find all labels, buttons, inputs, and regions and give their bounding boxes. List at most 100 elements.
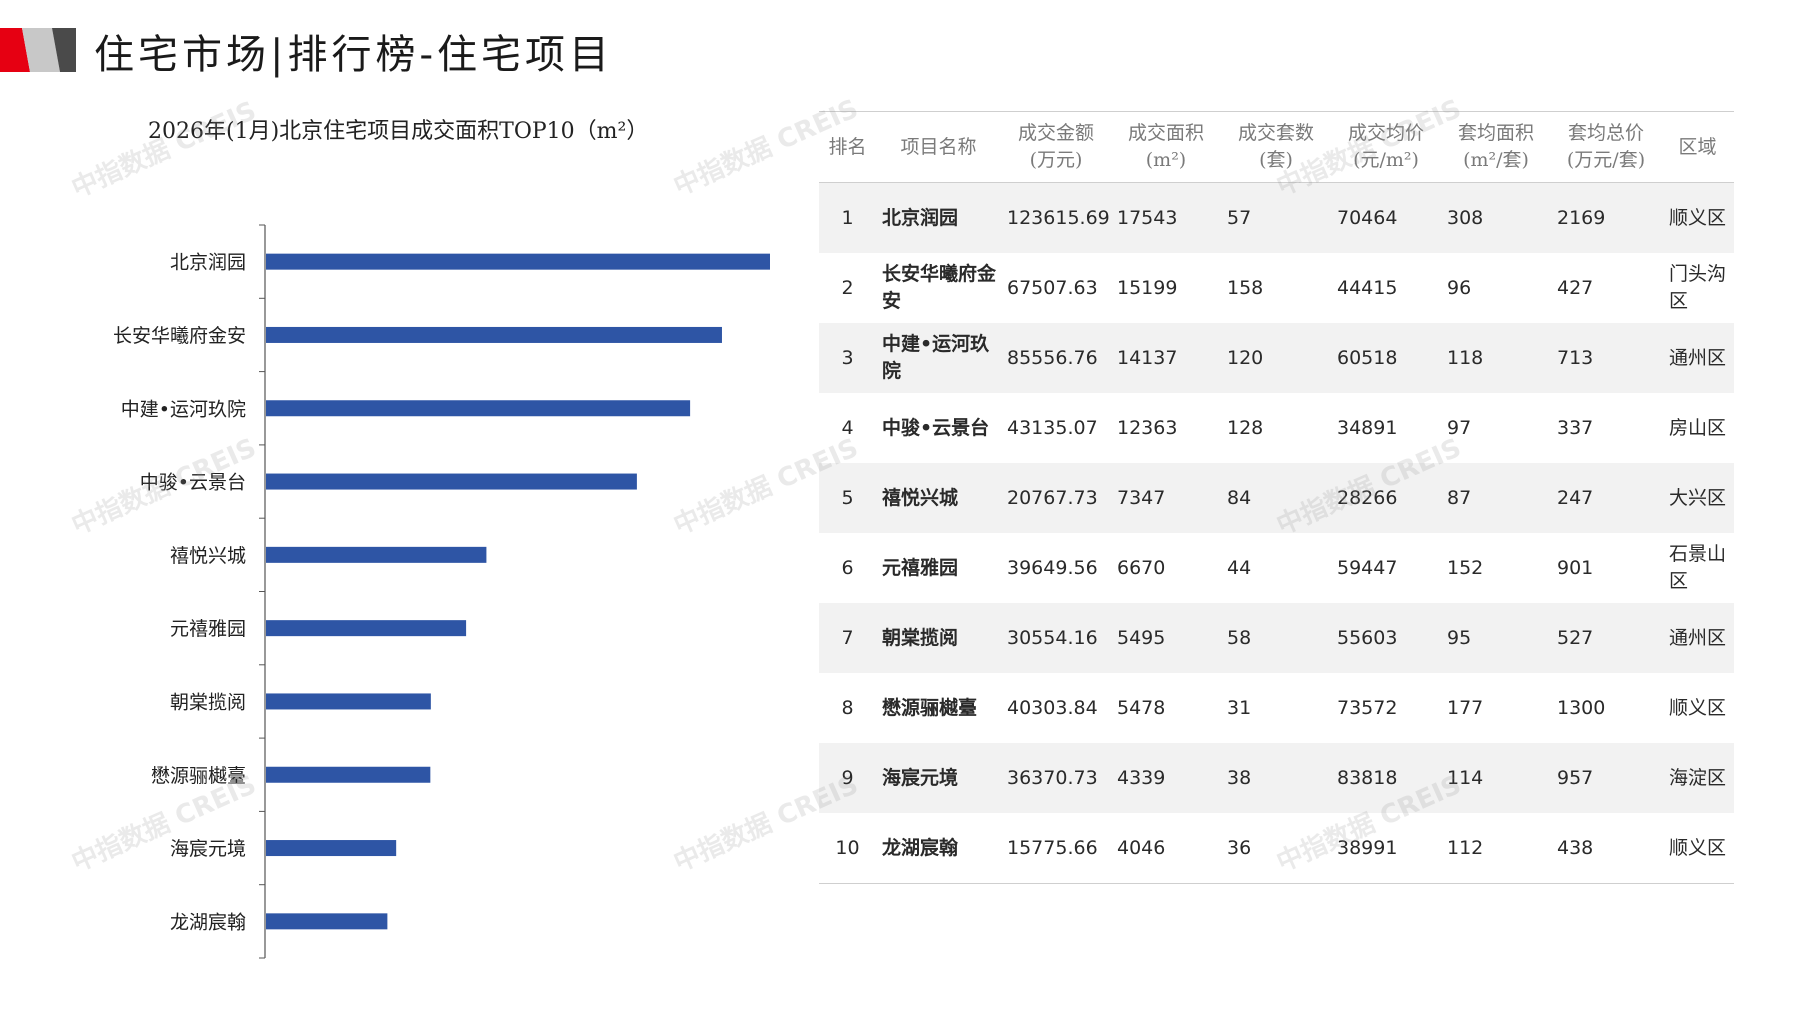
table-header-row: 排名 项目名称 成交金额 (万元) 成交面积 (m²) 成交套数 (套) 成交均价 (元/m²) 套…	[819, 111, 1734, 183]
column-header: 成交套数 (套)	[1221, 111, 1331, 183]
rank-cell: 8	[841, 696, 854, 719]
units-cell: 128	[1227, 416, 1264, 439]
amount-cell: 39649.56	[1007, 556, 1098, 579]
bar-10	[266, 913, 388, 930]
area-cell: 12363	[1117, 416, 1178, 439]
column-header: 套均总价 (万元/套)	[1551, 111, 1661, 183]
area-cell: 15199	[1117, 276, 1178, 299]
avg-total-cell: 957	[1551, 743, 1661, 813]
chart-title: 2026年(1月)北京住宅项目成交面积TOP10（m²）	[148, 119, 649, 144]
bar-7	[266, 693, 431, 710]
table-row: 8 懋源骊樾臺 40303.84 5478 31 73572 177 1300 顺义区	[819, 673, 1734, 743]
avg-price-cell: 73572	[1337, 696, 1398, 719]
table-row: 1 北京润园 123615.69 17543 57 70464 308 2169 顺义区	[819, 182, 1734, 253]
area-cell: 5495	[1111, 603, 1221, 673]
project-name-cell: 朝棠揽阅	[876, 603, 1001, 673]
amount-cell: 85556.76	[1001, 323, 1111, 393]
category-label: 长安华曦府金安	[113, 325, 246, 347]
rank-cell: 3	[819, 323, 876, 393]
avg-price-cell: 59447	[1337, 556, 1398, 579]
bar-9	[266, 840, 397, 857]
category-label: 中建•运河玖院	[121, 398, 246, 420]
avg-total-cell: 1300	[1557, 696, 1606, 719]
avg-total-cell: 527	[1551, 603, 1661, 673]
column-header: 成交金额 (万元)	[1001, 111, 1111, 183]
area-cell: 7347	[1111, 463, 1221, 533]
amount-cell: 36370.73	[1001, 743, 1111, 813]
project-name-cell: 中骏•云景台	[882, 416, 990, 439]
rank-cell: 7	[819, 603, 876, 673]
amount-cell: 123615.69	[1001, 182, 1111, 253]
column-header: 排名	[819, 111, 876, 183]
project-name-cell: 元禧雅园	[882, 556, 959, 579]
avg-area-cell: 177	[1447, 696, 1484, 719]
units-cell: 120	[1221, 323, 1331, 393]
column-header: 区域	[1661, 111, 1734, 183]
category-label: 禧悦兴城	[170, 545, 246, 567]
bar-1	[266, 253, 770, 270]
amount-cell: 30554.16	[1001, 603, 1111, 673]
avg-area-cell: 87	[1441, 463, 1551, 533]
area-cell: 4339	[1111, 743, 1221, 813]
avg-price-cell: 70464	[1331, 182, 1441, 253]
rank-cell: 2	[841, 276, 854, 299]
avg-total-cell: 337	[1557, 416, 1594, 439]
avg-price-cell: 28266	[1331, 463, 1441, 533]
amount-cell: 15775.66	[1001, 813, 1111, 884]
project-name-cell: 懋源骊樾臺	[882, 696, 978, 719]
amount-cell: 67507.63	[1007, 276, 1098, 299]
avg-total-cell: 901	[1557, 556, 1594, 579]
area-cell: 5478	[1117, 696, 1166, 719]
district-cell: 房山区	[1669, 416, 1727, 439]
units-cell: 57	[1221, 182, 1331, 253]
avg-area-cell: 118	[1441, 323, 1551, 393]
units-cell: 158	[1227, 276, 1264, 299]
units-cell: 84	[1221, 463, 1331, 533]
area-cell: 17543	[1111, 182, 1221, 253]
table-body: 1 北京润园 123615.69 17543 57 70464 308 2169 顺义区 2 长安华…	[819, 182, 1734, 884]
amount-cell: 43135.07	[1007, 416, 1098, 439]
bar-3	[266, 400, 691, 417]
category-label: 北京润园	[170, 252, 246, 274]
units-cell: 44	[1227, 556, 1252, 579]
area-cell: 4046	[1111, 813, 1221, 884]
bar-6	[266, 620, 467, 637]
avg-price-cell: 44415	[1337, 276, 1398, 299]
avg-total-cell: 438	[1551, 813, 1661, 884]
title-decoration-icon	[0, 28, 76, 72]
district-cell: 顺义区	[1669, 696, 1727, 719]
area-cell: 6670	[1117, 556, 1166, 579]
column-header: 套均面积 (m²/套)	[1441, 111, 1551, 183]
table-row: 6 元禧雅园 39649.56 6670 44 59447 152 901 石景山区	[819, 533, 1734, 603]
avg-price-cell: 34891	[1337, 416, 1398, 439]
area-cell: 14137	[1111, 323, 1221, 393]
avg-area-cell: 114	[1441, 743, 1551, 813]
table-row: 4 中骏•云景台 43135.07 12363 128 34891 97 337 房山区	[819, 393, 1734, 463]
avg-area-cell: 96	[1447, 276, 1472, 299]
rank-cell: 1	[819, 182, 876, 253]
ranking-table: 排名 项目名称 成交金额 (万元) 成交面积 (m²) 成交套数 (套) 成交均价 (元/m²) 套…	[819, 111, 1734, 884]
rank-cell: 4	[841, 416, 854, 439]
project-name-cell: 北京润园	[876, 182, 1001, 253]
avg-area-cell: 95	[1441, 603, 1551, 673]
units-cell: 31	[1227, 696, 1252, 719]
rank-cell: 6	[841, 556, 854, 579]
avg-price-cell: 83818	[1331, 743, 1441, 813]
table-row: 2 长安华曦府金安 67507.63 15199 158 44415 96 427 门头沟区	[819, 253, 1734, 323]
district-cell: 通州区	[1661, 323, 1734, 393]
district-cell: 顺义区	[1661, 813, 1734, 884]
category-label: 龙湖宸翰	[170, 911, 246, 933]
project-name-cell: 禧悦兴城	[876, 463, 1001, 533]
column-header: 成交均价 (元/m²)	[1331, 111, 1441, 183]
column-header: 项目名称	[876, 111, 1001, 183]
avg-area-cell: 112	[1441, 813, 1551, 884]
project-name-cell: 中建•运河玖院	[876, 323, 1001, 393]
district-cell: 海淀区	[1661, 743, 1734, 813]
rank-cell: 10	[819, 813, 876, 884]
column-header: 成交面积 (m²)	[1111, 111, 1221, 183]
table-row: 3 中建•运河玖院 85556.76 14137 120 60518 118 713 通州区	[819, 323, 1734, 393]
bar-5	[266, 546, 487, 563]
district-cell: 通州区	[1661, 603, 1734, 673]
avg-total-cell: 2169	[1551, 182, 1661, 253]
units-cell: 38	[1221, 743, 1331, 813]
